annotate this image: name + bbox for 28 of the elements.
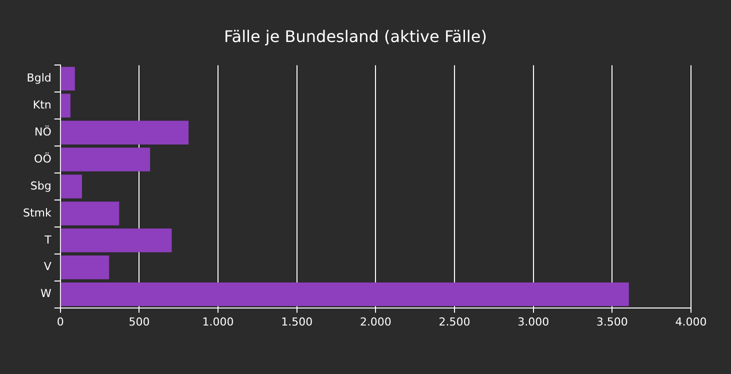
y-tick-label: OÖ	[34, 151, 52, 166]
y-tick-label: Sbg	[30, 179, 52, 192]
bar	[60, 66, 75, 91]
chart-title: Fälle je Bundesland (aktive Fälle)	[224, 26, 487, 46]
x-tick-label: 0	[56, 315, 64, 328]
x-tick-label: 2.500	[438, 315, 470, 328]
bar	[60, 228, 172, 252]
x-tick-label: 500	[128, 315, 150, 328]
y-tick-label: Stmk	[22, 206, 52, 220]
bar	[60, 202, 120, 226]
bar	[60, 94, 70, 118]
y-tick-label: W	[40, 287, 52, 300]
bar	[60, 282, 629, 306]
x-tick-label: 2.000	[360, 315, 392, 328]
x-tick-label: 1.000	[202, 315, 234, 328]
x-tick-label: 4.000	[675, 315, 707, 328]
y-tick-label: NÖ	[34, 124, 52, 138]
bar	[60, 256, 110, 280]
x-tick-label: 3.000	[518, 315, 550, 328]
y-tick-label: T	[44, 233, 52, 246]
x-tick-label: 1.500	[281, 315, 313, 328]
bar	[60, 174, 82, 198]
bar	[60, 120, 189, 144]
y-tick-label: V	[44, 260, 52, 274]
y-tick-label: Ktn	[32, 98, 52, 112]
x-tick-label: 3.500	[596, 315, 628, 328]
y-tick-label: Bgld	[26, 72, 52, 85]
bar	[60, 148, 150, 172]
